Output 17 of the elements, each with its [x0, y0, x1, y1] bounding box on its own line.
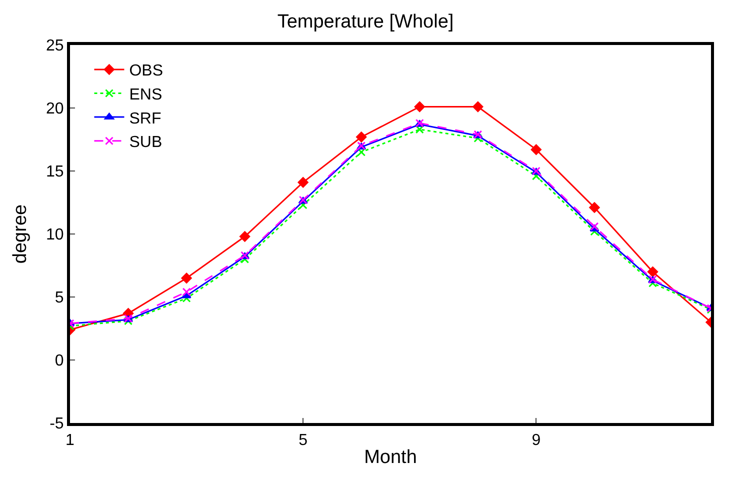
y-tick-label: 25 — [46, 38, 64, 55]
x-tick-label: 1 — [66, 432, 75, 450]
x-axis-title: Month — [364, 447, 417, 468]
legend-label: SRF — [129, 110, 162, 128]
y-tick-label: 15 — [46, 164, 64, 181]
legend-label: ENS — [129, 86, 162, 104]
y-tick-label: 5 — [54, 290, 64, 307]
y-tick-label: 10 — [46, 226, 64, 244]
y-tick-label: 0 — [54, 352, 64, 370]
y-tick-label: -5 — [50, 416, 64, 433]
x-tick-label: 5 — [298, 432, 308, 450]
legend-label: OBS — [129, 62, 164, 80]
legend-label: SUB — [129, 134, 162, 152]
y-axis-title: degree — [10, 204, 31, 264]
x-tick-label: 9 — [532, 432, 541, 450]
y-tick-label: 20 — [46, 100, 64, 118]
chart-title: Temperature [Whole] — [277, 12, 454, 33]
